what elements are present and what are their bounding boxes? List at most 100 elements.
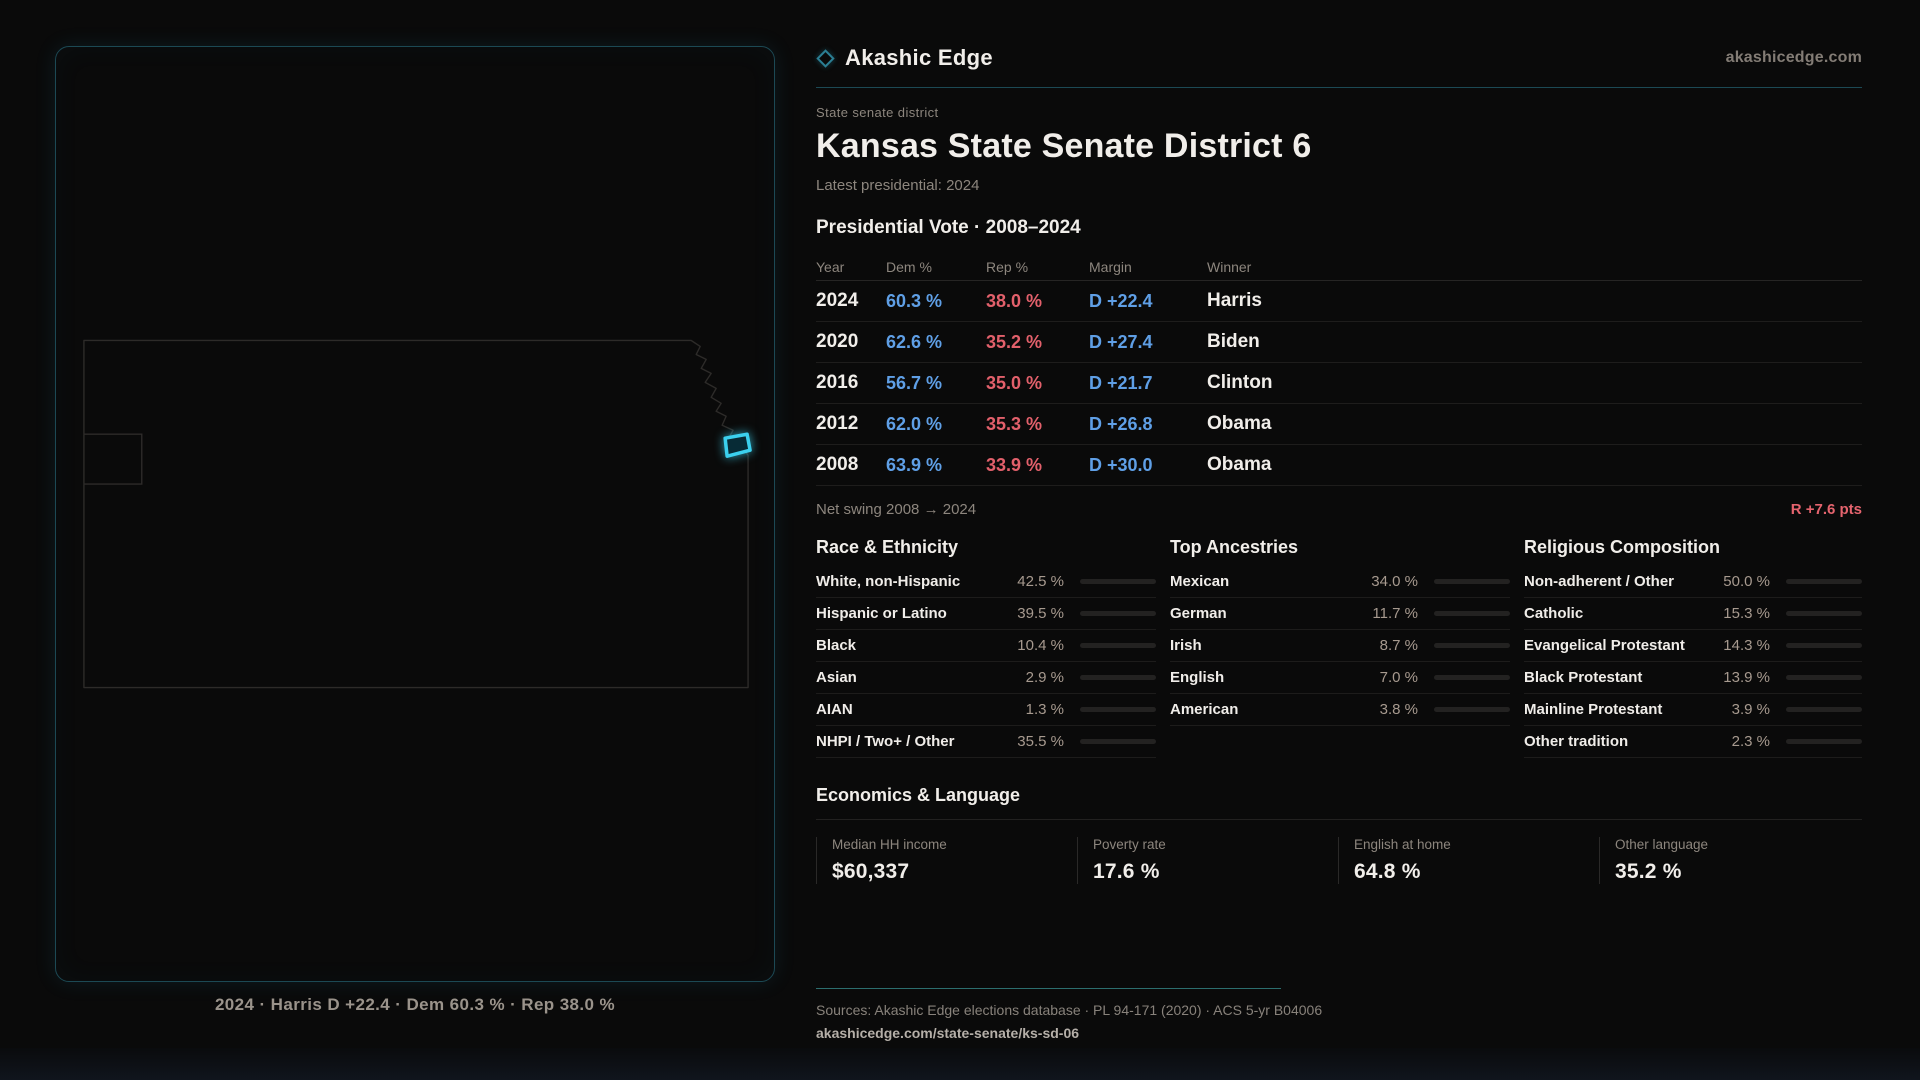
demo-value: 42.5 % <box>1017 573 1064 590</box>
demo-label: Evangelical Protestant <box>1524 637 1685 654</box>
demo-label: Other tradition <box>1524 733 1629 750</box>
demo-value: 13.9 % <box>1723 669 1770 686</box>
demo-row: Mainline Protestant 3.9 % <box>1524 694 1862 726</box>
cell-winner: Biden <box>1207 331 1260 352</box>
highlighted-district-shape[interactable] <box>723 432 752 458</box>
demo-group-title: Race & Ethnicity <box>816 537 959 557</box>
stat-value: 35.2 % <box>1615 860 1682 883</box>
col-rep: Rep % <box>986 258 1029 275</box>
demo-group-religion: Religious Composition Non-adherent / Oth… <box>1524 537 1862 758</box>
main-content: Akashic Edge akashicedge.com State senat… <box>816 36 1862 1041</box>
demo-label: Black Protestant <box>1524 669 1643 686</box>
demo-bar-track <box>1080 675 1156 680</box>
demo-group-title: Religious Composition <box>1524 537 1720 557</box>
cell-winner: Harris <box>1207 290 1262 311</box>
stat-card: Median HH income $60,337 <box>816 837 1077 884</box>
vote-table-row: 2020 62.6 % 35.2 % D +27.4 Biden <box>816 322 1862 363</box>
economics-stats: Median HH income $60,337 Poverty rate 17… <box>816 837 1862 884</box>
kicker: State senate district <box>816 105 939 120</box>
cell-margin: D +27.4 <box>1089 331 1153 352</box>
demo-label: Irish <box>1170 637 1202 654</box>
cell-margin: D +26.8 <box>1089 413 1153 434</box>
demo-value: 2.3 % <box>1731 733 1770 750</box>
net-swing-value: R +7.6 pts <box>1790 501 1862 518</box>
demo-value: 39.5 % <box>1017 605 1064 622</box>
demo-label: NHPI / Two+ / Other <box>816 733 955 750</box>
demo-label: Asian <box>816 669 857 686</box>
net-swing-row: Net swing 2008 → 2024 R +7.6 pts <box>816 501 1862 518</box>
col-margin: Margin <box>1089 258 1132 275</box>
economics-title: Economics & Language <box>816 785 1021 805</box>
demo-bar-track <box>1080 643 1156 648</box>
demo-bar-track <box>1434 579 1510 584</box>
vote-table-title: Presidential Vote · 2008–2024 <box>816 217 1081 238</box>
demo-bar-track <box>1080 739 1156 744</box>
cell-year: 2016 <box>816 372 859 393</box>
demo-rows: Non-adherent / Other 50.0 % Catholic 15.… <box>1524 566 1862 758</box>
vote-table-row: 2024 60.3 % 38.0 % D +22.4 Harris <box>816 281 1862 322</box>
brand: Akashic Edge <box>816 45 993 71</box>
vote-table-row: 2008 63.9 % 33.9 % D +30.0 Obama <box>816 445 1862 486</box>
stat-label: Poverty rate <box>1093 837 1166 852</box>
stat-card: Other language 35.2 % <box>1599 837 1860 884</box>
economics-divider <box>816 819 1862 820</box>
demo-bar-track <box>1786 579 1862 584</box>
demo-label: Hispanic or Latino <box>816 605 947 622</box>
stat-value: $60,337 <box>832 860 910 883</box>
demo-row: Hispanic or Latino 39.5 % <box>816 598 1156 630</box>
demo-value: 14.3 % <box>1723 637 1770 654</box>
demo-value: 11.7 % <box>1372 605 1418 622</box>
district-map-panel <box>55 46 775 982</box>
demo-value: 35.5 % <box>1017 733 1064 750</box>
permalink-link[interactable]: akashicedge.com/state-senate/ks-sd-06 <box>816 1025 1080 1041</box>
demo-label: German <box>1170 605 1227 622</box>
site-link[interactable]: akashicedge.com <box>1725 49 1862 66</box>
demo-row: Irish 8.7 % <box>1170 630 1510 662</box>
demo-row: Black Protestant 13.9 % <box>1524 662 1862 694</box>
demo-value: 10.4 % <box>1017 637 1064 654</box>
demo-group-ancestries: Top Ancestries Mexican 34.0 % German 11.… <box>1170 537 1510 758</box>
vote-table-body: 2024 60.3 % 38.0 % D +22.4 Harris 2020 6… <box>816 281 1862 486</box>
demo-bar-track <box>1786 675 1862 680</box>
cell-year: 2020 <box>816 331 859 352</box>
demo-row: Non-adherent / Other 50.0 % <box>1524 566 1862 598</box>
demo-bar-track <box>1080 707 1156 712</box>
demo-bar-track <box>1080 579 1156 584</box>
cell-year: 2012 <box>816 413 859 434</box>
demo-bar-track <box>1434 611 1510 616</box>
cell-winner: Obama <box>1207 454 1272 475</box>
cell-dem-pct: 63.9 % <box>886 454 943 475</box>
cell-rep-pct: 38.0 % <box>986 290 1043 311</box>
demo-bar-track <box>1080 611 1156 616</box>
demo-label: Mexican <box>1170 573 1230 590</box>
stat-card: English at home 64.8 % <box>1338 837 1599 884</box>
demo-value: 8.7 % <box>1379 637 1418 654</box>
cell-rep-pct: 35.3 % <box>986 413 1043 434</box>
demo-row: Black 10.4 % <box>816 630 1156 662</box>
cell-rep-pct: 33.9 % <box>986 454 1043 475</box>
demo-value: 50.0 % <box>1723 573 1770 590</box>
demo-group-race: Race & Ethnicity White, non-Hispanic 42.… <box>816 537 1156 758</box>
demo-label: Black <box>816 637 857 654</box>
demo-value: 7.0 % <box>1379 669 1418 686</box>
page-title: Kansas State Senate District 6 <box>816 127 1312 165</box>
demographics-grid: Race & Ethnicity White, non-Hispanic 42.… <box>816 537 1862 758</box>
stat-label: Median HH income <box>832 837 947 852</box>
demo-label: Mainline Protestant <box>1524 701 1663 718</box>
demo-row: Other tradition 2.3 % <box>1524 726 1862 758</box>
county-outline-box <box>83 433 143 485</box>
col-year: Year <box>816 258 845 275</box>
brand-name: Akashic Edge <box>845 45 993 70</box>
cell-rep-pct: 35.0 % <box>986 372 1043 393</box>
header: Akashic Edge akashicedge.com <box>816 42 1862 74</box>
demo-rows: White, non-Hispanic 42.5 % Hispanic or L… <box>816 566 1156 758</box>
stat-value: 64.8 % <box>1354 860 1421 883</box>
demo-value: 2.9 % <box>1025 669 1064 686</box>
demo-row: Asian 2.9 % <box>816 662 1156 694</box>
demo-value: 34.0 % <box>1371 573 1418 590</box>
vote-table-row: 2012 62.0 % 35.3 % D +26.8 Obama <box>816 404 1862 445</box>
demo-row: White, non-Hispanic 42.5 % <box>816 566 1156 598</box>
cell-year: 2024 <box>816 290 859 311</box>
kansas-map <box>83 339 752 689</box>
